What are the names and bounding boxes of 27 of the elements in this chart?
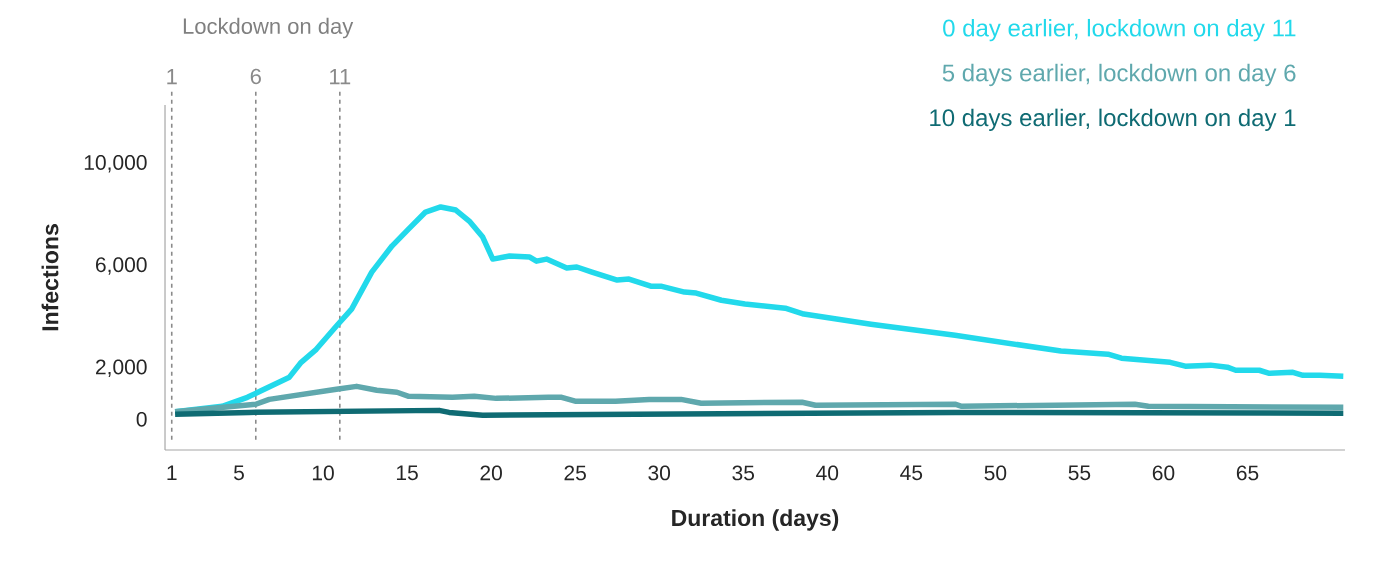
ref-line-label: 6 xyxy=(250,68,261,85)
text: Lockdown on day xyxy=(183,17,354,39)
y-axis-title: Infections xyxy=(41,224,59,331)
x-tick-label: 45 xyxy=(900,465,923,481)
text: 5 days earlier, lockdown on day 6 xyxy=(942,63,1296,87)
ref-line-label: 11 xyxy=(330,69,351,85)
ref-line-label: 1 xyxy=(167,69,177,85)
y-tick-label: 6,000 xyxy=(96,257,147,275)
x-tick-label: 50 xyxy=(984,465,1007,481)
x-tick-label: 10 xyxy=(312,465,334,481)
text: 10 days earlier, lockdown on day 1 xyxy=(930,108,1296,132)
y-tick-label: 0 xyxy=(136,411,147,427)
x-tick-label: 5 xyxy=(233,465,244,481)
x-tick-label: 15 xyxy=(396,465,418,481)
y-tick-label: 2,000 xyxy=(96,359,147,377)
y-tick-label: 10,000 xyxy=(84,155,147,173)
x-tick-label: 40 xyxy=(816,465,839,481)
x-tick-label: 25 xyxy=(564,465,586,481)
x-tick-label: 1 xyxy=(167,465,177,480)
x-tick-label: 60 xyxy=(1152,465,1175,481)
x-tick-label: 35 xyxy=(732,465,755,481)
x-tick-label: 20 xyxy=(480,465,502,481)
x-tick-label: 55 xyxy=(1068,465,1091,481)
text: 0 day earlier, lockdown on day 11 xyxy=(943,18,1296,42)
x-axis-title: Duration (days) xyxy=(672,509,839,531)
x-tick-label: 65 xyxy=(1236,465,1259,481)
x-tick-label: 30 xyxy=(648,465,671,481)
